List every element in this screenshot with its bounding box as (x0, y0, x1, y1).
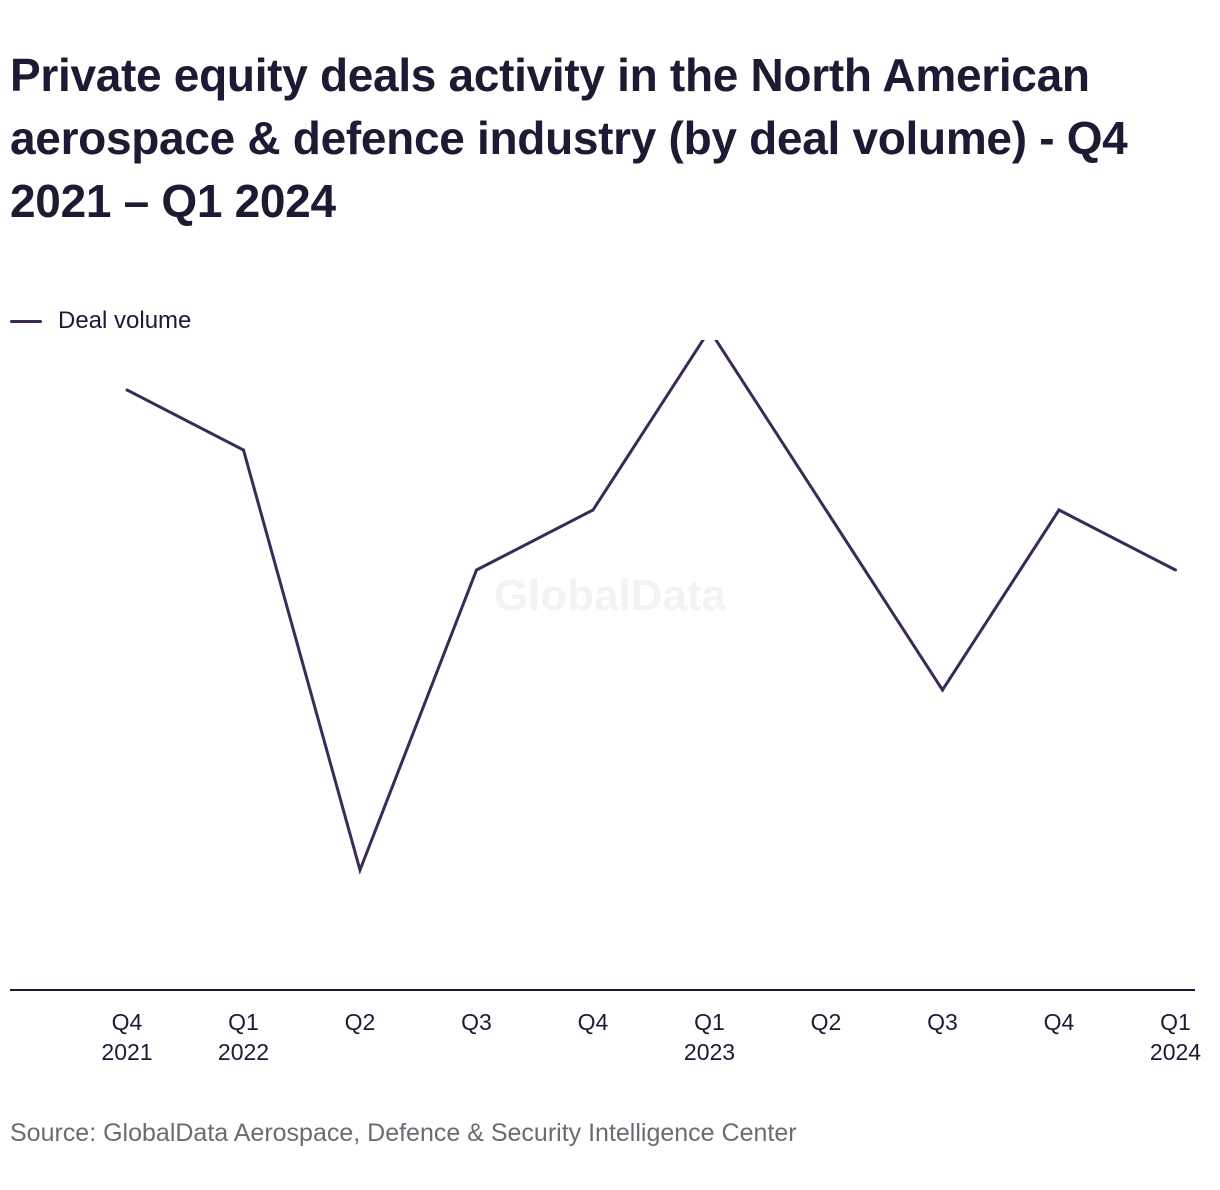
x-tick-year-label: 2023 (684, 1039, 735, 1065)
x-tick-year-label: 2022 (218, 1039, 269, 1065)
x-tick-label: Q4 (112, 1009, 143, 1035)
x-tick-label: Q2 (811, 1009, 842, 1035)
x-tick-label: Q3 (461, 1009, 492, 1035)
legend-swatch-deal-volume (10, 319, 42, 323)
source-note: Source: GlobalData Aerospace, Defence & … (10, 1119, 797, 1147)
x-tick-year-label: 2024 (1150, 1039, 1201, 1065)
x-tick-label: Q1 (694, 1009, 725, 1035)
data-point (1174, 568, 1177, 572)
chart-title: Private equity deals activity in the Nor… (10, 49, 1128, 227)
legend: Deal volume (10, 306, 191, 336)
data-point (591, 508, 595, 512)
data-point (242, 448, 245, 452)
x-tick-label: Q3 (927, 1009, 958, 1035)
data-point (1057, 508, 1061, 512)
data-point (358, 868, 362, 872)
data-point (475, 568, 478, 572)
data-point (941, 688, 944, 692)
x-tick-label: Q4 (1044, 1009, 1075, 1035)
watermark-logo: GlobalData (494, 571, 727, 620)
series-layer (125, 340, 1177, 875)
legend-label-deal-volume: Deal volume (58, 307, 192, 334)
x-tick-label: Q4 (578, 1009, 609, 1035)
x-tick-labels: Q4 2021 Q1 2022 Q2 Q3 Q4 Q1 2023 Q2 Q3 Q4 Q1 2024 (101, 1009, 1201, 1065)
data-point (125, 388, 129, 392)
series-line-deal-volume (126, 340, 1177, 875)
x-tick-label: Q1 (1160, 1009, 1191, 1035)
x-tick-label: Q1 (228, 1009, 259, 1035)
data-point (824, 508, 828, 512)
x-tick-label: Q2 (345, 1009, 376, 1035)
x-tick-year-label: 2021 (101, 1039, 152, 1065)
